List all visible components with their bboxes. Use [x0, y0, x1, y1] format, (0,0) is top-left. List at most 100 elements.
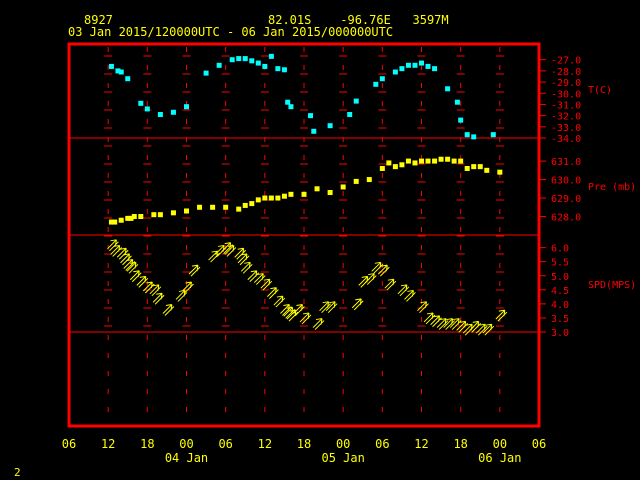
y-tick-label: -29.0 [551, 78, 581, 89]
y-tick-label: 6.0 [551, 244, 569, 255]
wind-arrow [462, 323, 475, 336]
wind-arrow [142, 281, 155, 294]
pressure-point [275, 195, 281, 201]
wind-arrow [237, 253, 250, 266]
wind-arrow [234, 247, 247, 260]
wind-arrow [260, 278, 273, 291]
y-tick-label: 5.0 [551, 272, 569, 283]
x-tick-label: 18 [453, 437, 467, 451]
y-tick-label: -31.0 [551, 100, 581, 111]
temperature-point [170, 109, 176, 115]
wind-arrow [280, 304, 292, 316]
wind-arrow [364, 273, 377, 285]
temperature-axis-label: T(C) [588, 85, 612, 96]
wind-arrow [436, 318, 449, 330]
y-tick-label: 3.0 [551, 328, 569, 339]
pressure-point [353, 178, 359, 184]
x-tick-label: 06 [218, 437, 232, 451]
temperature-point [138, 100, 144, 106]
wind-arrow [449, 318, 462, 330]
wind-arrow [299, 312, 312, 325]
wind-arrow [404, 289, 416, 302]
pressure-point [451, 158, 457, 164]
x-tick-label: 18 [297, 437, 311, 451]
y-tick-label: 3.5 [551, 314, 569, 325]
temperature-point [275, 66, 281, 72]
x-day-label: 06 Jan [478, 451, 521, 465]
wind-arrow [283, 306, 296, 319]
temperature-point [464, 132, 470, 138]
pressure-point [157, 212, 163, 218]
temperature-point [125, 76, 131, 82]
temperature-point [419, 60, 424, 66]
y-tick-label: -28.0 [551, 67, 581, 78]
y-axis-ticks: -34.0-33.0-32.0-31.0-30.0-29.0-28.0-27.0… [539, 56, 581, 339]
data-series [107, 53, 508, 336]
x-tick-label: 06 [532, 437, 546, 451]
wind-arrow [469, 320, 482, 333]
y-tick-label: -27.0 [551, 56, 581, 67]
temperature-point [216, 62, 222, 68]
y-tick-label: 629.0 [551, 194, 581, 205]
temperature-point [392, 69, 398, 75]
wind-arrow [162, 304, 175, 316]
y-tick-label: 4.0 [551, 300, 569, 311]
wind-arrow [110, 244, 123, 257]
pressure-point [458, 158, 464, 164]
wind-arrow [286, 309, 299, 322]
wind-arrow [417, 301, 429, 314]
temperature-point [405, 62, 411, 68]
pressure-point [236, 206, 242, 212]
pressure-point [128, 215, 134, 221]
temperature-point [490, 132, 496, 138]
pressure-axis-label: Pre (mb) [588, 182, 636, 193]
wind-arrow [123, 259, 136, 271]
vertical-gridlines [104, 47, 504, 424]
temperature-point [425, 63, 431, 69]
pressure-point [425, 158, 431, 164]
temperature-point [379, 76, 385, 82]
temperature-point [242, 56, 248, 62]
wind-arrow [120, 253, 132, 266]
temperature-point [157, 112, 163, 118]
x-tick-label: 12 [101, 437, 115, 451]
pressure-point [419, 158, 424, 164]
x-tick-label: 00 [336, 437, 350, 451]
wind-arrow [358, 275, 371, 288]
page-number: 2 [14, 466, 21, 479]
x-tick-label: 18 [140, 437, 154, 451]
y-tick-label: -34.0 [551, 134, 581, 145]
pressure-point [399, 162, 405, 168]
pressure-point [223, 204, 229, 210]
temperature-point [327, 123, 333, 129]
pressure-point [268, 195, 274, 201]
wind-arrow [312, 318, 325, 330]
wind-arrow [495, 309, 508, 322]
wind-arrow [475, 323, 488, 336]
x-axis: 06 12 18 00 06 12 18 00 06 12 18 00 06 04 Jan 05 Jan 06… [62, 437, 546, 465]
y-tick-label: 5.5 [551, 258, 569, 269]
pressure-point [255, 197, 261, 203]
temperature-point [432, 66, 438, 72]
wind-arrow [430, 315, 442, 328]
pressure-point [314, 186, 320, 192]
pressure-point [262, 195, 268, 201]
temperature-point [262, 63, 268, 69]
pressure-point [108, 219, 114, 225]
y-tick-label: -30.0 [551, 89, 581, 100]
wind-arrow [267, 287, 279, 299]
pressure-point [405, 158, 411, 164]
wind-arrow [188, 264, 201, 277]
temperature-point [308, 113, 314, 119]
pressure-point [445, 156, 451, 162]
pressure-point [327, 190, 333, 195]
pressure-point [379, 165, 385, 171]
pressure-point [471, 164, 477, 170]
temperature-point [285, 99, 291, 105]
temperature-point [115, 68, 121, 74]
temperature-point [373, 81, 379, 87]
pressure-point [125, 215, 131, 221]
wind-arrow [149, 284, 162, 297]
temperature-point [118, 69, 124, 75]
